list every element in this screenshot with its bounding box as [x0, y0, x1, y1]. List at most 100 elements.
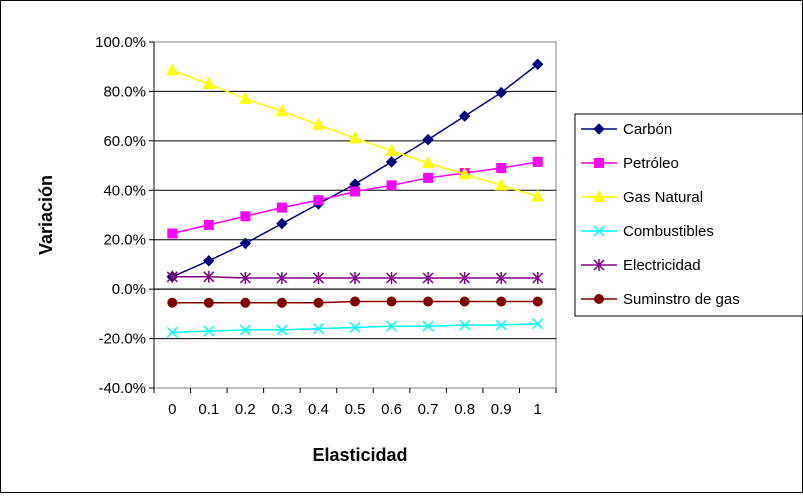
data-point — [459, 296, 470, 307]
data-point — [422, 133, 434, 146]
data-point — [386, 272, 398, 285]
x-tick-label: 0 — [168, 401, 176, 418]
data-point — [421, 156, 435, 169]
data-point — [532, 318, 544, 330]
data-point — [239, 237, 252, 250]
data-point — [167, 297, 178, 308]
data-point — [203, 219, 214, 230]
legend-entry: Combustibles — [581, 223, 714, 240]
data-point — [202, 76, 216, 90]
legend-entry: Petróleo — [581, 155, 679, 172]
y-tick-label: -40.0% — [98, 380, 146, 397]
y-axis-title: Variación — [36, 175, 56, 255]
legend-box — [574, 113, 803, 317]
data-point — [532, 296, 543, 307]
data-point — [495, 319, 507, 331]
data-point — [239, 324, 251, 336]
legend-marker — [594, 158, 604, 168]
data-point — [386, 320, 398, 332]
legend-label: Gas Natural — [623, 189, 703, 206]
x-tick-label: 0.5 — [345, 401, 366, 418]
data-point — [312, 272, 324, 285]
data-point — [275, 104, 289, 117]
data-point — [423, 172, 434, 183]
data-point — [422, 272, 434, 285]
data-point — [495, 272, 507, 285]
data-point — [458, 167, 471, 180]
data-point — [276, 272, 288, 285]
y-axis-ticks: -40.0% -20.0% 0.0% 20.0% 40.0% 60.0% 80.0% 100.… — [95, 34, 556, 397]
data-point — [203, 255, 215, 267]
x-tick-label: 0.6 — [381, 401, 402, 418]
data-point — [276, 324, 288, 336]
x-axis-title: Elasticidad — [312, 445, 407, 465]
x-tick-label: 0.8 — [454, 401, 475, 418]
series-x — [166, 318, 544, 338]
data-point — [203, 325, 215, 337]
data-point — [348, 131, 362, 144]
data-point — [531, 189, 545, 202]
data-point — [203, 297, 214, 308]
legend-label: Suminstro de gas — [623, 291, 740, 308]
y-tick-label: 0.0% — [112, 281, 146, 298]
data-point — [459, 319, 471, 331]
data-point — [422, 320, 434, 332]
legend-marker — [593, 123, 605, 135]
legend-marker — [592, 189, 606, 202]
x-tick-label: 0.9 — [491, 401, 512, 418]
data-point — [239, 272, 251, 285]
legend-entry: Electricidad — [581, 257, 701, 274]
series-layer — [165, 58, 545, 338]
data-point — [350, 296, 360, 307]
data-point — [494, 178, 508, 191]
x-tick-label: 0.4 — [308, 401, 329, 418]
data-point — [532, 156, 543, 167]
x-tick-label: 0.2 — [235, 401, 256, 418]
data-point — [458, 110, 471, 122]
legend-marker — [593, 259, 605, 271]
data-point — [495, 86, 507, 99]
x-tick-label: 0.1 — [198, 401, 219, 418]
data-point — [167, 228, 178, 239]
data-point — [312, 323, 324, 335]
data-point — [349, 321, 361, 333]
data-point — [240, 297, 251, 308]
legend-marker — [593, 225, 605, 237]
x-tick-label: 0.7 — [418, 401, 439, 418]
legend-label: Combustibles — [623, 223, 714, 240]
data-point — [459, 272, 471, 285]
plot-area — [153, 41, 557, 389]
x-tick-label: 0.3 — [271, 401, 292, 418]
data-point — [350, 186, 360, 197]
data-point — [276, 217, 288, 230]
data-point — [312, 117, 325, 130]
y-tick-label: 60.0% — [103, 133, 146, 150]
data-point — [496, 163, 507, 174]
data-point — [313, 297, 324, 308]
data-point — [166, 270, 178, 283]
y-tick-label: 40.0% — [103, 182, 146, 199]
y-tick-label: 80.0% — [103, 83, 146, 100]
series-circle — [167, 296, 543, 308]
y-tick-label: 100.0% — [95, 34, 146, 51]
x-tick-label: 1 — [534, 401, 542, 418]
data-point — [165, 63, 179, 76]
legend-marker — [594, 294, 604, 304]
data-point — [349, 272, 361, 285]
legend-label: Carbón — [623, 121, 672, 138]
y-tick-label: -20.0% — [98, 331, 146, 348]
data-point — [385, 143, 398, 156]
data-point — [240, 211, 251, 222]
series-star — [166, 270, 544, 285]
legend-entry: Suminstro de gas — [581, 291, 740, 308]
legend-entry: Carbón — [581, 121, 672, 138]
x-axis-ticks: 0 0.1 0.2 0.3 0.4 0.5 0.6 0.7 0.8 0.9 1 — [153, 388, 557, 418]
data-point — [532, 272, 544, 285]
series-triangle — [165, 63, 545, 202]
legend: Carbón Petróleo Gas Natural Combustibles Ele… — [581, 121, 740, 308]
data-point — [166, 326, 178, 338]
data-point — [532, 58, 544, 70]
legend-label: Electricidad — [623, 257, 701, 274]
